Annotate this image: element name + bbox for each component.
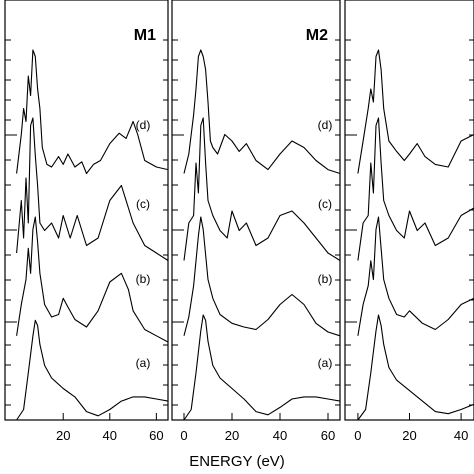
spectrum-line-3 [357,117,474,261]
panel-3: 0 20 40 [344,0,474,443]
x-tick-label: 40 [454,428,468,443]
x-tick-label: 20 [225,428,239,443]
series-label: (b) [318,272,333,286]
spectrum-line-4 [183,49,341,175]
panel-2: 0 20 40 60 M2 (a) (b) (c) (d) [171,0,341,443]
x-tick-label: 20 [402,428,416,443]
x-tick-label: 0 [354,428,361,443]
series-label: (c) [318,197,332,211]
spectrum-line-2 [16,216,169,343]
series-label: (a) [136,356,151,370]
figure-xlabel: ENERGY (eV) [189,453,285,470]
spectrum-line-2 [183,216,341,337]
spectrum-line-1 [16,319,169,421]
series-label: (d) [318,118,333,132]
spectrum-line-3 [16,117,169,261]
panel-title: M1 [134,27,156,44]
panel-frame [171,0,341,421]
spectrum-line-4 [357,49,474,174]
series-label: (b) [136,272,151,286]
x-tick-label: 60 [321,428,335,443]
panel-frame [344,0,474,421]
panel-1: 20 40 60 M1 (a) (b) (c) (d) [4,0,169,443]
spectrum-line-4 [16,49,169,175]
spectrum-line-3 [183,117,341,261]
x-tick-label: 40 [273,428,287,443]
x-tick-label: 40 [103,428,117,443]
x-tick-label: 20 [56,428,70,443]
series-label: (d) [136,118,151,132]
spectrum-line-1 [183,314,341,421]
series-label: (a) [318,356,333,370]
x-tick-label: 0 [180,428,187,443]
spectrum-line-1 [357,314,474,421]
panel-title: M2 [306,27,328,44]
panels-layer: 20 40 60 M1 (a) (b) (c) (d) 0 20 40 60 M2 (a) (b) (c) (d… [4,0,474,443]
x-tick-label: 60 [149,428,163,443]
series-label: (c) [136,197,150,211]
spectrum-line-2 [357,216,474,336]
